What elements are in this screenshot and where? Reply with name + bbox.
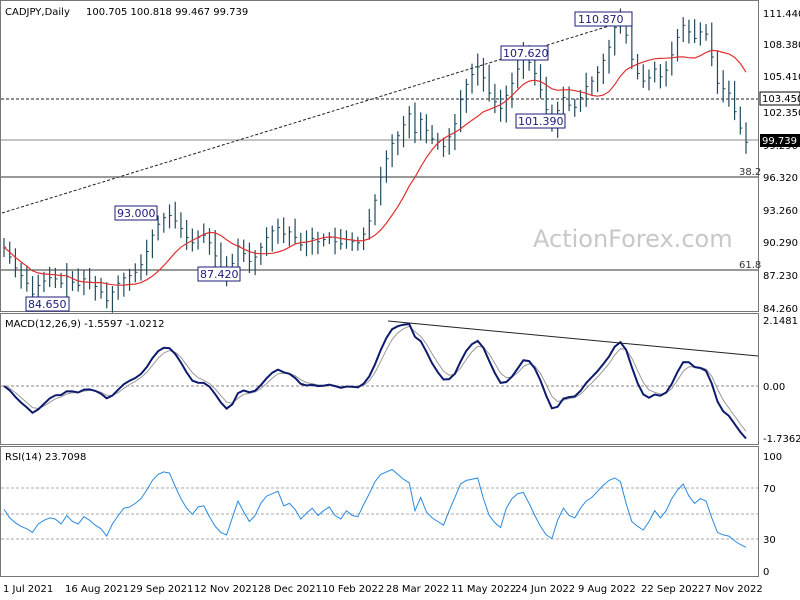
macd-line: [3, 322, 747, 440]
annotation-87420: 87.420: [200, 268, 239, 281]
rsi-panel: [0, 446, 759, 577]
price-tick: 108.380: [763, 40, 800, 51]
x-tick-label: 10 Feb 2022: [322, 584, 384, 595]
macd-signal-line: [3, 325, 747, 432]
price-tick: 96.320: [763, 173, 798, 184]
x-tick-label: 22 Sep 2022: [641, 584, 704, 595]
rsi-header: RSI(14) 23.7098: [5, 452, 86, 463]
rsi-line: [3, 468, 747, 548]
price-bars: [3, 8, 749, 313]
annotation-110870: 110.870: [578, 13, 624, 26]
annotation-93000: 93.000: [117, 207, 156, 220]
rsi-tick: 0: [763, 567, 769, 578]
fib-382-label: 38.2: [739, 167, 761, 178]
annotation-box: [114, 205, 158, 221]
x-tick-label: 28 Dec 2021: [258, 584, 322, 595]
annotation-101390: 101.390: [518, 115, 564, 128]
ohlc-values: 100.705 100.818 99.467 99.739: [86, 7, 248, 18]
annotation-box: [515, 113, 566, 129]
fib-618-label: 61.8: [739, 260, 761, 271]
annotation-box: [574, 11, 633, 27]
rsi-tick: 30: [763, 535, 776, 546]
x-tick-label: 24 Jun 2022: [515, 584, 575, 595]
watermark: ActionForex.com: [533, 225, 733, 253]
x-tick-label: 9 Aug 2022: [578, 584, 636, 595]
macd-tick: -1.7362: [763, 434, 800, 445]
x-tick-label: 12 Nov 2021: [194, 584, 258, 595]
price-tick: 87.230: [763, 271, 798, 282]
macd-header: MACD(12,26,9) -1.5597 -1.0212: [5, 319, 165, 330]
moving-average-line: [3, 49, 747, 286]
macd-tick: 0.00: [763, 382, 785, 393]
price-mark-103450: 103.450: [762, 94, 800, 105]
x-tick-label: 11 May 2022: [451, 584, 516, 595]
macd-trendline: [387, 320, 759, 357]
x-tick-label: 29 Sep 2021: [130, 584, 193, 595]
rsi-tick: 100: [763, 452, 782, 463]
annotation-box: [500, 45, 549, 61]
annotation-box: [25, 296, 70, 312]
price-tick: 111.440: [763, 9, 800, 20]
price-tick: 93.260: [763, 206, 798, 217]
x-axis: 1 Jul 2021 16 Aug 2021 29 Sep 2021 12 No…: [3, 584, 763, 595]
annotation-107620: 107.620: [503, 47, 549, 60]
price-panel: [0, 0, 759, 312]
x-tick-label: 28 Mar 2022: [386, 584, 449, 595]
price-tick: 105.410: [763, 72, 800, 83]
annotation-box: [197, 266, 241, 282]
x-tick-label: 16 Aug 2021: [65, 584, 129, 595]
rsi-tick: 70: [763, 484, 776, 495]
price-mark-current-box: [760, 134, 800, 147]
macd-tick: 2.1481: [763, 316, 798, 327]
price-header: CADJPY,Daily: [5, 7, 70, 18]
x-tick-label: 7 Nov 2022: [705, 584, 763, 595]
price-tick: 90.290: [763, 238, 798, 249]
annotation-84650: 84.650: [28, 298, 67, 311]
price-y-axis: 111.440 108.380 105.410 102.350 99.290 9…: [763, 9, 800, 315]
macd-panel: [0, 313, 759, 445]
price-mark-current: 99.739: [762, 136, 797, 147]
price-mark-103450-box: [759, 91, 800, 106]
price-tick: 102.350: [763, 108, 800, 119]
x-tick-label: 1 Jul 2021: [3, 584, 53, 595]
price-tick: 84.260: [763, 304, 798, 315]
